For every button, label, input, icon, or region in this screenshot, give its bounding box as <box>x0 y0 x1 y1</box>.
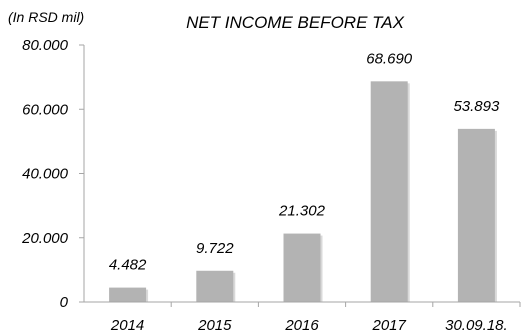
data-label: 4.482 <box>109 257 147 274</box>
x-tick-label: 2016 <box>284 317 319 334</box>
y-tick-label: 0 <box>60 294 69 311</box>
bar <box>196 270 234 302</box>
y-axis-tick-labels: 0 20.000 40.000 60.000 80.000 <box>21 37 69 311</box>
data-label: 53.893 <box>453 98 500 115</box>
bar <box>283 233 321 302</box>
x-axis-tick-labels: 2014 2015 2016 2017 30.09.18. <box>110 317 508 334</box>
y-tick-label: 60.000 <box>22 101 69 118</box>
chart-title: NET INCOME BEFORE TAX <box>186 13 405 32</box>
bar <box>370 81 408 302</box>
y-tick-label: 80.000 <box>22 37 69 54</box>
axes-group <box>79 44 521 307</box>
bar <box>109 287 147 302</box>
x-tick-label: 2017 <box>372 317 407 334</box>
bar <box>457 128 495 302</box>
x-tick-label: 2014 <box>110 317 144 334</box>
y-tick-label: 20.000 <box>21 230 69 247</box>
data-label: 21.302 <box>278 203 326 220</box>
data-labels-group: 4.482 9.722 21.302 68.690 53.893 <box>109 50 500 273</box>
x-tick-label: 2015 <box>197 317 232 334</box>
unit-label: (In RSD mil) <box>8 9 84 25</box>
bars-group <box>109 81 497 302</box>
x-tick-label: 30.09.18. <box>445 317 508 334</box>
data-label: 9.722 <box>196 240 234 257</box>
y-tick-label: 40.000 <box>22 166 69 183</box>
data-label: 68.690 <box>366 50 413 67</box>
